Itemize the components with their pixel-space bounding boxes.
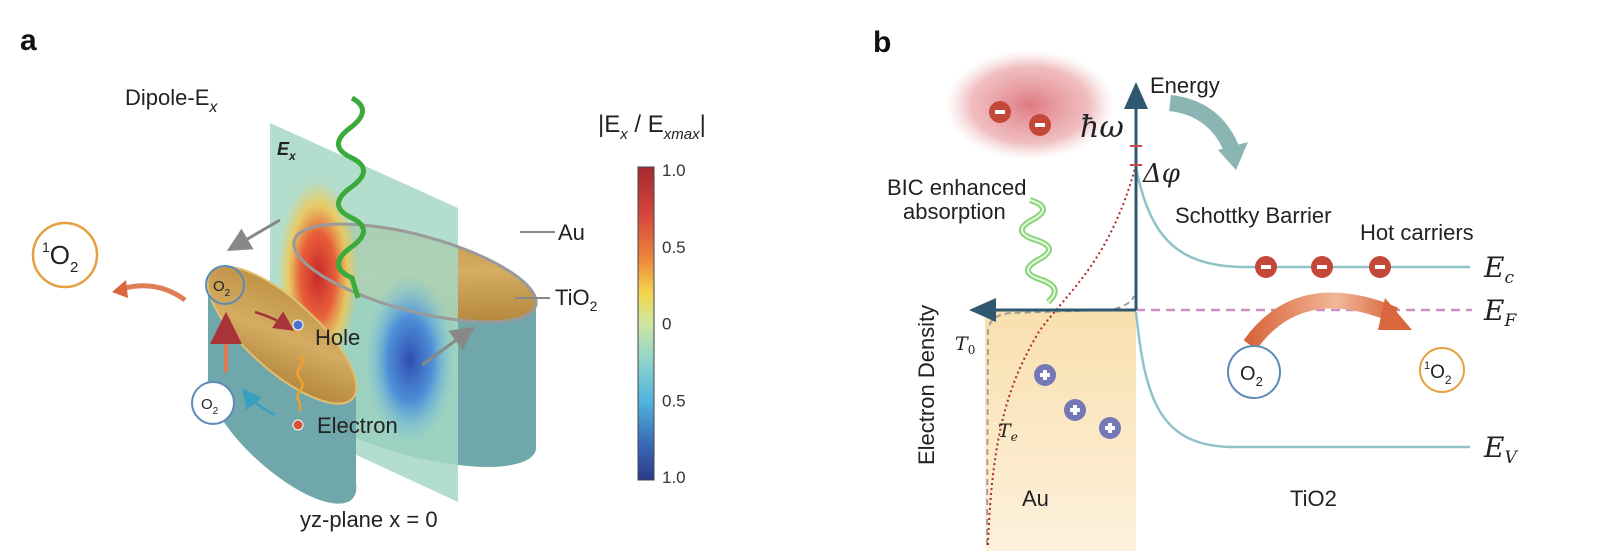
hole-arrow xyxy=(254,310,295,331)
electron-label: Electron xyxy=(317,413,398,438)
energy-transfer-arrowhead xyxy=(1378,298,1412,330)
hole-icon xyxy=(1064,399,1086,421)
arrow-to-back-disk xyxy=(421,326,475,367)
colorbar-tick-label: 0 xyxy=(662,315,671,334)
back-disk-rim xyxy=(292,222,538,324)
au-label-b: Au xyxy=(1022,486,1049,511)
colorbar-tick-label: 0.5 xyxy=(662,238,686,257)
svg-text:O2: O2 xyxy=(213,278,231,299)
svg-text:1O2: 1O2 xyxy=(42,239,78,276)
energy-transfer-arrow xyxy=(1243,292,1399,350)
colorbar-gradient xyxy=(637,166,655,481)
svg-text:O2: O2 xyxy=(1240,363,1263,389)
hot-electron-icon xyxy=(989,101,1011,123)
oxygen-bottom: O2 xyxy=(191,381,235,425)
energy-axis-label: Energy xyxy=(1150,73,1220,98)
light-wave-highlight xyxy=(1021,199,1056,303)
distribution-t0 xyxy=(986,295,1135,546)
light-wave-icon xyxy=(336,95,366,299)
colorbar-tick-label: 0.5 xyxy=(662,391,686,410)
hot-electron-glow xyxy=(945,50,1115,160)
hole-icon xyxy=(1034,364,1056,386)
electron-dot xyxy=(292,419,304,431)
injection-arrowhead xyxy=(1218,142,1248,170)
release-arrow xyxy=(117,283,187,303)
ev-label: EV xyxy=(1483,431,1518,468)
tio2-label-b: TiO2 xyxy=(1290,486,1337,511)
dipole-title: Dipole-Ex xyxy=(125,85,218,116)
hole-icon xyxy=(1099,417,1121,439)
release-arrowhead xyxy=(112,280,128,298)
hot-electron-icon xyxy=(1029,114,1051,136)
svg-text:O2: O2 xyxy=(201,396,219,417)
au-label: Au xyxy=(558,220,585,245)
relaxation-wave-icon xyxy=(296,354,304,411)
ec-label: Ec xyxy=(1483,251,1514,288)
svg-text:1O2: 1O2 xyxy=(1424,360,1452,387)
tio2-label: TiO2 xyxy=(555,285,598,314)
plane-caption: yz-plane x = 0 xyxy=(300,507,438,532)
arrow-to-front-disk xyxy=(226,218,281,252)
panel-a-label: a xyxy=(20,24,37,57)
oxygen-top: O2 xyxy=(205,265,245,305)
schottky-barrier-label: Schottky Barrier xyxy=(1175,203,1332,228)
hot-carriers-label: Hot carriers xyxy=(1360,220,1474,245)
conduction-band xyxy=(1134,167,1470,269)
hole-label: Hole xyxy=(315,325,360,350)
bic-label-line1: BIC enhanced xyxy=(887,175,1026,200)
electron-transfer-arrow xyxy=(241,388,276,417)
panel-a: a Dipole-Ex Ex Au TiO2 xyxy=(20,24,706,532)
singlet-oxygen-a: 1O2 xyxy=(31,221,99,289)
singlet-oxygen-b: 1O2 xyxy=(1419,347,1465,393)
ef-label: EF xyxy=(1483,294,1517,331)
hot-carrier-electron-icon xyxy=(1369,256,1391,278)
hot-carrier-electron-icon xyxy=(1255,256,1277,278)
electron-density-label: Electron Density xyxy=(914,305,939,465)
hot-carrier-electron-icon xyxy=(1311,256,1333,278)
colorbar: |Ex / Exmax| 1.0 0.5 0 0.5 1.0 xyxy=(598,111,706,487)
panel-b-label: b xyxy=(873,26,891,59)
t0-label: T0 xyxy=(955,333,975,357)
hole-dot xyxy=(292,319,304,331)
colorbar-title: |Ex / Exmax| xyxy=(598,111,706,143)
valence-band xyxy=(1134,311,1470,449)
oxygen-b: O2 xyxy=(1227,345,1281,399)
plane-field-label: Ex xyxy=(277,139,297,163)
injection-arrow xyxy=(1168,95,1240,154)
delta-phi-label: Δφ xyxy=(1142,159,1181,189)
colorbar-tick-label: 1.0 xyxy=(662,468,686,487)
panel-b: b Energy ħω Δφ BIC enhanced absorption E… xyxy=(873,26,1518,551)
bic-label-line2: absorption xyxy=(903,199,1006,224)
hbar-omega-label: ħω xyxy=(1080,110,1124,145)
te-label: Te xyxy=(998,420,1018,444)
colorbar-tick-label: 1.0 xyxy=(662,161,686,180)
